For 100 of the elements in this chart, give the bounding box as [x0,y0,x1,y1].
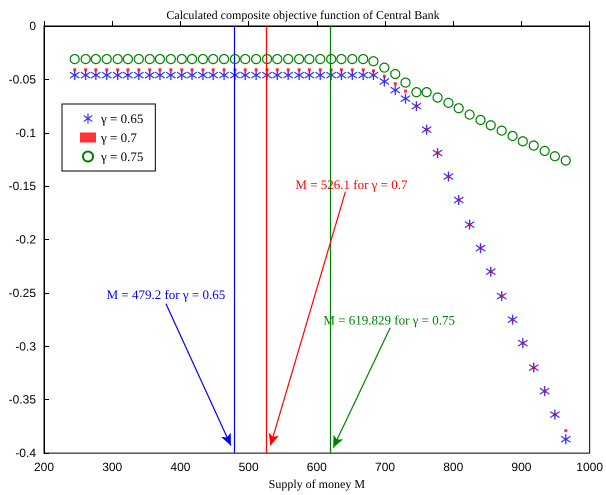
point [400,94,410,104]
point [112,54,123,64]
x-tick-label: 800 [443,460,464,474]
legend-label: γ = 0.7 [100,130,138,145]
point [400,77,411,88]
point [240,54,250,64]
point [80,70,91,80]
point [94,68,98,72]
point [272,54,282,64]
point [144,70,155,80]
point [190,68,194,72]
point [122,70,133,80]
point [272,70,282,80]
point [176,54,187,64]
point [372,69,375,72]
point [70,54,80,64]
point [350,68,354,72]
point [112,70,123,80]
point [240,70,250,80]
point [347,70,358,80]
point [411,87,422,98]
point [294,54,304,64]
point [73,68,76,72]
point [382,74,386,78]
point [550,151,560,162]
point [298,68,301,72]
point [454,103,464,114]
point [80,54,91,64]
point [276,68,279,72]
point [475,114,486,126]
point [283,70,294,80]
point [315,54,326,64]
point [379,62,390,73]
point [315,70,326,80]
point [90,70,101,80]
point [340,68,343,72]
point [102,54,112,64]
point [122,54,133,64]
point [390,68,400,80]
point [90,54,101,64]
point [244,68,247,72]
y-tick-label: -0.35 [8,392,36,407]
point [116,68,120,72]
point [379,76,390,87]
point [362,68,365,72]
point [507,130,518,142]
point [390,85,400,96]
x-tick-label: 1000 [576,460,604,474]
point [404,90,407,93]
point [368,56,379,66]
y-tick-label: -0.3 [15,339,36,354]
point [336,54,346,64]
point [304,70,314,80]
point [208,70,218,80]
point [180,68,184,72]
point [208,54,218,64]
chart-title: Calculated composite objective function of Central Bank [166,8,440,22]
point [336,70,346,80]
point [251,70,262,80]
point [262,54,272,64]
point [84,68,88,72]
point [304,54,314,64]
point [432,92,443,103]
y-tick-label: -0.05 [8,72,36,86]
point [251,54,262,64]
point [134,70,144,80]
y-tick-label: -0.2 [15,232,36,247]
x-tick-label: 300 [102,460,123,474]
point [126,68,130,72]
point [443,98,454,108]
point [166,54,176,64]
point [254,68,258,72]
y-tick-label: -0.15 [8,179,36,194]
y-tick-label: -0.1 [15,126,36,140]
point [187,70,198,80]
x-tick-label: 700 [375,460,396,474]
point [308,68,311,72]
point [134,54,144,64]
point [286,68,290,72]
point [169,68,172,72]
point [394,82,397,86]
legend-label: γ = 0.75 [100,149,144,164]
point [422,87,432,98]
point [347,54,358,64]
x-tick-label: 600 [306,460,328,474]
x-tick-label: 400 [170,460,191,474]
point [518,136,528,146]
point [158,68,162,72]
point [464,110,475,120]
point [154,54,166,64]
point [176,70,187,80]
point [560,434,571,444]
x-tick-label: 200 [34,460,54,474]
point [137,68,140,72]
point [560,155,571,166]
point [222,68,226,72]
point [70,70,80,80]
point [212,68,215,72]
point [230,54,240,64]
point [318,68,322,72]
